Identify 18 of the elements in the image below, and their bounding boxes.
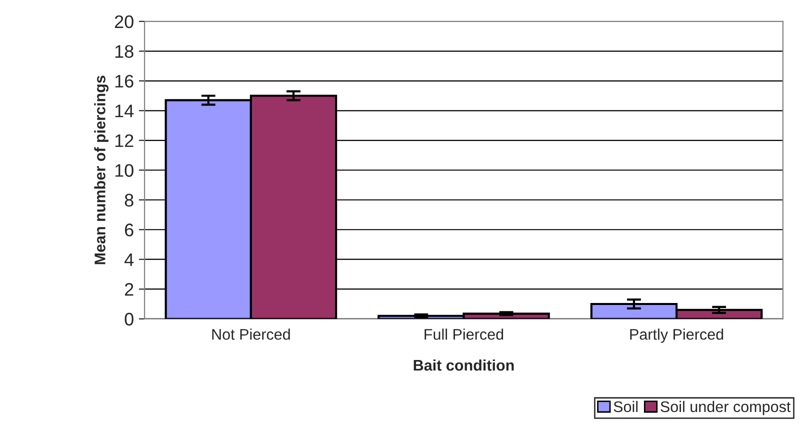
y-tick-label: 2 — [124, 283, 134, 296]
y-tick-label: 12 — [115, 134, 134, 147]
y-tick-label: 4 — [124, 253, 134, 266]
y-tick-label: 0 — [124, 312, 134, 326]
x-tick-label: Not Pierced — [212, 328, 290, 340]
y-tick-label: 18 — [115, 45, 134, 58]
legend-label: Soil under compost — [660, 400, 791, 416]
y-tick-label: 8 — [124, 194, 134, 207]
legend-label: Soil — [614, 400, 638, 412]
x-tick-label: Partly Pierced — [630, 328, 724, 343]
x-axis-title: Bait condition — [414, 359, 514, 371]
y-tick-label: 14 — [115, 104, 134, 118]
y-axis-title: Mean number of piercings — [94, 76, 108, 264]
y-tick-label: 16 — [115, 74, 134, 88]
y-tick-label: 6 — [125, 224, 134, 236]
y-tick-label: 10 — [115, 164, 134, 177]
y-tick-label: 20 — [114, 15, 134, 28]
x-tick-label: Full Pierced — [424, 328, 504, 340]
